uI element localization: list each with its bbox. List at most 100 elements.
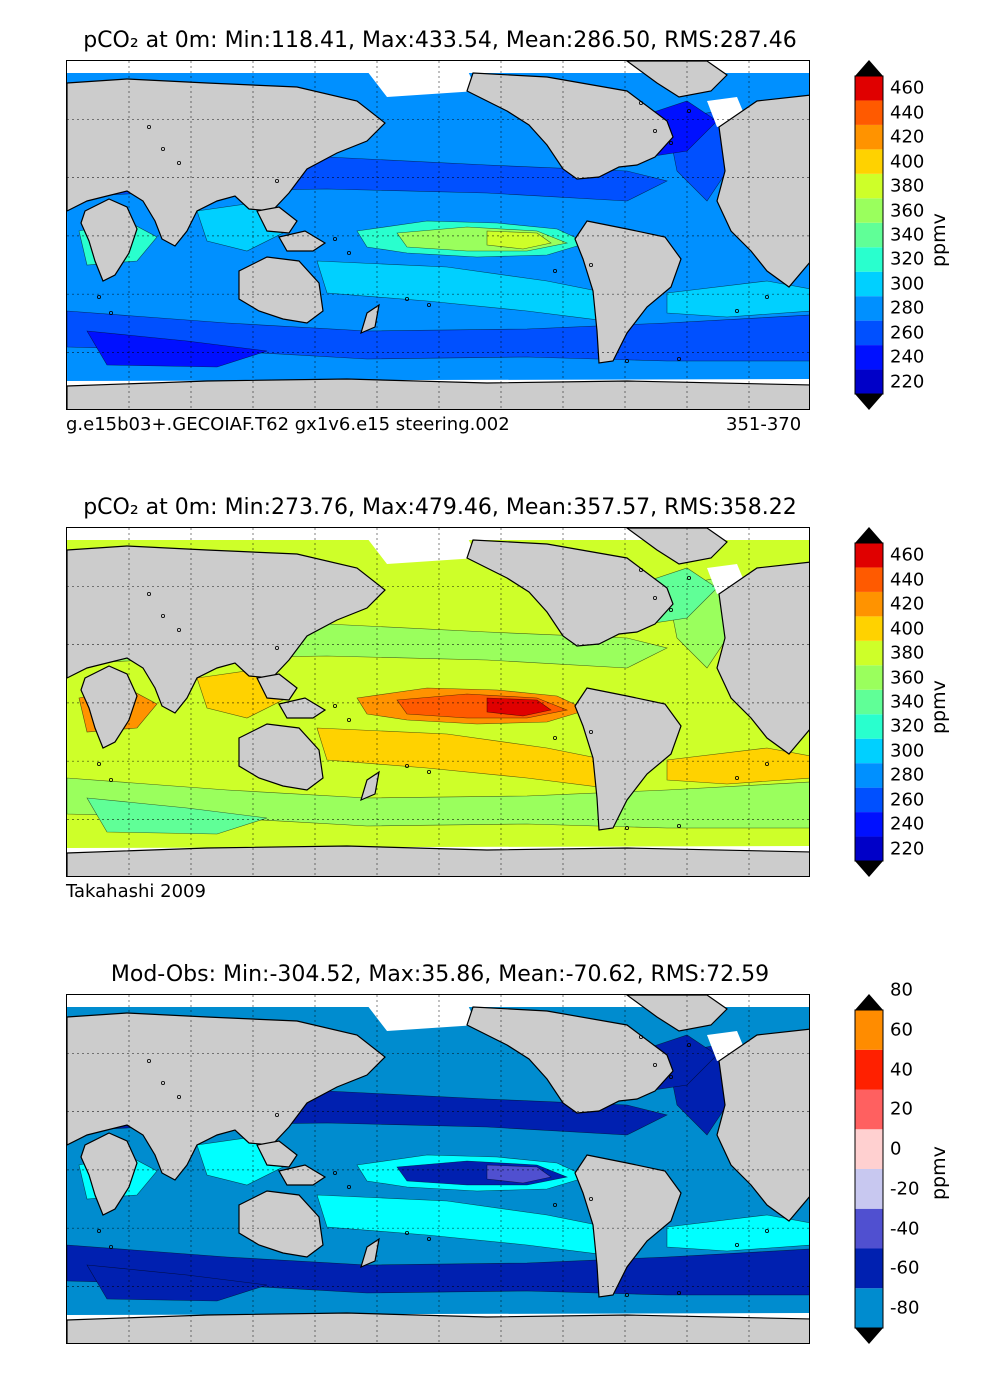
colorbar-segment xyxy=(855,149,883,174)
island-outline xyxy=(735,775,740,780)
island-outline xyxy=(687,576,692,581)
colorbar-unit-label: ppmv xyxy=(928,1146,950,1200)
colorbar-tick-label: 460 xyxy=(890,77,925,99)
colorbar-tick-label: 360 xyxy=(890,667,925,689)
island-outline xyxy=(426,1236,431,1241)
colorbar-extend-top xyxy=(855,994,883,1010)
panel-title: pCO₂ at 0m: Min:118.41, Max:433.54, Mean… xyxy=(83,28,797,53)
colorbar-tick-label: 340 xyxy=(890,691,925,713)
colorbar-segment xyxy=(855,787,883,813)
land-mass xyxy=(625,61,728,98)
colorbar-tick-label: 240 xyxy=(890,813,925,835)
island-outline xyxy=(677,356,682,361)
island-outline xyxy=(346,717,351,722)
panel-title: Mod-Obs: Min:-304.52, Max:35.86, Mean:-7… xyxy=(110,962,770,987)
island-outline xyxy=(274,1113,279,1118)
land-mass xyxy=(256,673,298,701)
colorbar-tick-label: 20 xyxy=(890,1098,913,1120)
colorbar-tick-label: 300 xyxy=(890,740,925,762)
colorbar-extend-top xyxy=(855,60,883,76)
island-outline xyxy=(109,1244,114,1249)
colorbar-tick-label: 400 xyxy=(890,618,925,640)
colorbar-segment xyxy=(855,738,883,764)
colorbar-tick-label: 320 xyxy=(890,715,925,737)
colorbar-segment xyxy=(855,100,883,125)
land-mass xyxy=(278,1164,327,1186)
colorbar-tick-label: 320 xyxy=(890,248,925,270)
island-outline xyxy=(669,608,674,613)
island-outline xyxy=(669,1075,674,1080)
missing-data-mask xyxy=(367,1003,477,1031)
colorbar-tick-label: 360 xyxy=(890,200,925,222)
island-outline xyxy=(625,1292,630,1297)
colorbar-extend-top xyxy=(855,527,883,543)
land-mass xyxy=(716,1028,809,1222)
colorbar-extend-bottom xyxy=(855,1328,883,1344)
land-mass xyxy=(625,995,728,1032)
land-mass xyxy=(67,545,386,714)
colorbar-segment xyxy=(855,1049,883,1090)
missing-data-mask xyxy=(367,536,477,564)
island-outline xyxy=(625,358,630,363)
missing-data-mask xyxy=(67,61,809,73)
land-mass xyxy=(256,206,298,234)
land-mass xyxy=(466,1006,674,1114)
colorbar-segment xyxy=(855,124,883,150)
island-outline xyxy=(687,109,692,114)
map-frame xyxy=(66,527,810,877)
missing-data-mask xyxy=(67,528,809,540)
colorbar-segment xyxy=(855,812,883,837)
island-outline xyxy=(96,761,101,766)
colorbar xyxy=(854,60,884,410)
contour-band xyxy=(666,747,809,785)
colorbar-tick-label: 300 xyxy=(890,273,925,295)
colorbar-segment xyxy=(855,345,883,370)
island-outline xyxy=(109,310,114,315)
contour-band xyxy=(486,230,552,250)
colorbar-tick-label: 220 xyxy=(890,838,925,860)
colorbar-tick-label: 420 xyxy=(890,126,925,148)
island-outline xyxy=(589,262,594,267)
land-mass xyxy=(574,687,682,831)
colorbar-tick-label: -40 xyxy=(890,1218,920,1240)
colorbar-tick-label: 40 xyxy=(890,1059,913,1081)
colorbar-tick-label: 0 xyxy=(890,1138,902,1160)
colorbar-segment xyxy=(855,271,883,297)
island-outline xyxy=(765,294,770,299)
colorbar xyxy=(854,994,884,1344)
island-outline xyxy=(404,763,409,768)
island-outline xyxy=(589,729,594,734)
colorbar-tick-label: 380 xyxy=(890,642,925,664)
world-map xyxy=(67,995,809,1343)
colorbar-segment xyxy=(855,1089,883,1130)
colorbar-segment xyxy=(855,1129,883,1169)
island-outline xyxy=(639,568,644,573)
colorbar-tick-label: 260 xyxy=(890,322,925,344)
contour-band xyxy=(86,797,268,835)
island-outline xyxy=(177,1095,182,1100)
world-map xyxy=(67,528,809,876)
colorbar-tick-label: -80 xyxy=(890,1297,920,1319)
colorbar-tick-label: 240 xyxy=(890,346,925,368)
island-outline xyxy=(147,125,152,130)
island-outline xyxy=(687,1043,692,1048)
island-outline xyxy=(346,250,351,255)
land-mass xyxy=(67,1012,386,1181)
panel-model: pCO₂ at 0m: Min:118.41, Max:433.54, Mean… xyxy=(0,0,988,460)
island-outline xyxy=(161,147,166,152)
island-outline xyxy=(274,646,279,651)
island-outline xyxy=(147,592,152,597)
colorbar-outline xyxy=(854,542,884,862)
island-outline xyxy=(625,825,630,830)
colorbar-segment xyxy=(855,247,883,272)
caption-left: g.e15b03+.GECOIAF.T62 gx1v6.e15 steering… xyxy=(66,414,510,435)
caption-left: Takahashi 2009 xyxy=(66,881,206,902)
colorbar-segment xyxy=(855,76,883,101)
colorbar xyxy=(854,527,884,877)
contour-band xyxy=(666,1214,809,1252)
island-outline xyxy=(669,141,674,146)
world-map xyxy=(67,61,809,409)
land-mass xyxy=(625,528,728,565)
colorbar-segment xyxy=(855,1208,883,1249)
colorbar-tick-label: 380 xyxy=(890,175,925,197)
